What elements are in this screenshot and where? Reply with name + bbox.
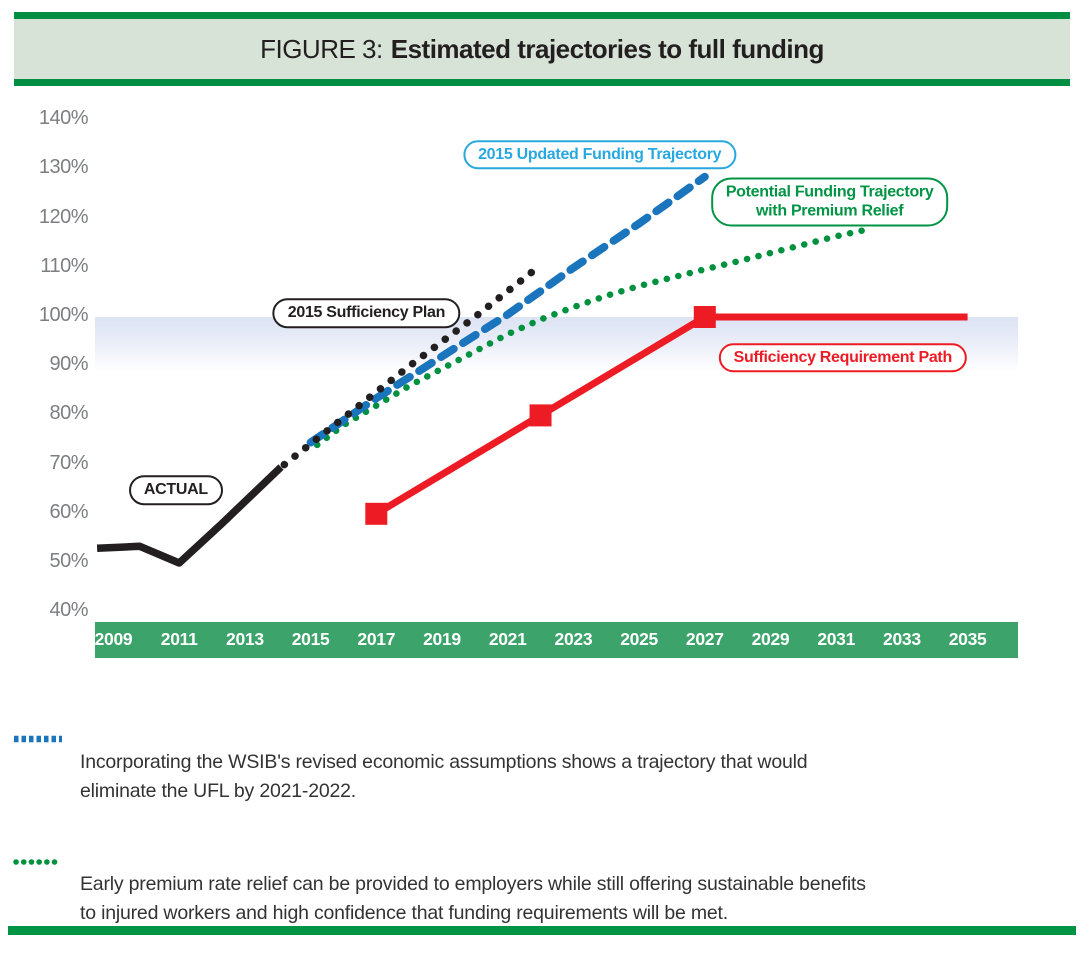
y-tick-label: 100% bbox=[38, 304, 89, 326]
x-tick-label: 2033 bbox=[883, 629, 921, 649]
y-tick-label: 80% bbox=[49, 402, 88, 425]
x-tick-label: 2027 bbox=[685, 629, 724, 649]
y-tick-label: 60% bbox=[49, 500, 88, 523]
y-tick-label: 70% bbox=[49, 451, 88, 474]
blue-dashed-line-icon bbox=[14, 735, 62, 743]
requirement-path-line bbox=[374, 313, 968, 517]
green-dotted-line-icon bbox=[13, 858, 63, 865]
legend-item-premium-relief: Early premium rate relief can be provide… bbox=[13, 851, 1013, 949]
requirement-path-marker bbox=[693, 306, 716, 328]
figure-title-bar: FIGURE 3: Estimated trajectories to full… bbox=[14, 12, 1070, 86]
x-tick-label: 2013 bbox=[226, 629, 264, 649]
annotation-label: with Premium Relief bbox=[756, 202, 904, 220]
annotation-label: 2015 Updated Funding Trajectory bbox=[478, 145, 722, 163]
legend-text-premium-relief: Early premium rate relief can be provide… bbox=[80, 873, 866, 925]
premium-relief-line bbox=[313, 225, 876, 449]
requirement-path-marker bbox=[529, 404, 552, 427]
actual-line bbox=[96, 464, 284, 567]
annotation-pill-requirement-path: Sufficiency Requirement Path bbox=[718, 343, 967, 373]
bottom-divider-rule bbox=[8, 926, 1076, 935]
annotation-label: Sufficiency Requirement Path bbox=[733, 349, 953, 367]
x-tick-label: 2011 bbox=[160, 629, 198, 649]
legend-text-updated-trajectory: Incorporating the WSIB's revised economi… bbox=[80, 750, 808, 802]
x-tick-label: 2015 bbox=[291, 629, 330, 649]
y-tick-label: 90% bbox=[49, 353, 88, 376]
funding-trajectories-chart: 140% 130% 120% 110% 100% 90% 80% 70% 60% 50% 40% 2… bbox=[0, 88, 1084, 668]
x-tick-label: 2017 bbox=[357, 629, 396, 649]
x-tick-label: 2035 bbox=[948, 629, 987, 649]
x-tick-label: 2009 bbox=[94, 629, 133, 649]
x-tick-label: 2021 bbox=[488, 629, 527, 649]
updated-trajectory-line bbox=[306, 172, 709, 447]
annotation-pill-updated-trajectory: 2015 Updated Funding Trajectory bbox=[463, 139, 737, 170]
figure-number: FIGURE 3: bbox=[260, 33, 383, 64]
x-tick-label: 2025 bbox=[620, 629, 658, 649]
y-tick-label: 140% bbox=[38, 107, 89, 130]
annotation-pill-sufficiency-plan: 2015 Sufficiency Plan bbox=[272, 298, 461, 328]
annotation-label: ACTUAL bbox=[143, 481, 208, 499]
figure-title: Estimated trajectories to full funding bbox=[390, 33, 825, 64]
chart-plot-area bbox=[96, 172, 968, 567]
x-axis-year-bar: 2009 2011 2013 2015 2017 2019 2021 2023 2025 2027… bbox=[95, 622, 1018, 658]
annotation-pill-actual: ACTUAL bbox=[128, 475, 223, 505]
annotation-label: Potential Funding Trajectory bbox=[725, 183, 934, 201]
y-tick-label: 110% bbox=[40, 254, 88, 277]
y-tick-label: 40% bbox=[49, 599, 88, 622]
y-tick-label: 120% bbox=[38, 205, 89, 228]
x-tick-label: 2019 bbox=[423, 629, 461, 649]
y-tick-label: 50% bbox=[49, 550, 88, 572]
x-tick-label: 2031 bbox=[817, 629, 856, 649]
y-tick-label: 130% bbox=[38, 156, 89, 179]
x-tick-label: 2029 bbox=[751, 629, 790, 649]
annotation-pill-premium-relief: Potential Funding Trajectory with Premium… bbox=[710, 177, 949, 227]
legend-item-updated-trajectory: Incorporating the WSIB's revised economi… bbox=[13, 728, 1013, 826]
requirement-path-marker bbox=[365, 502, 388, 525]
sufficiency-plan-line bbox=[280, 261, 545, 469]
annotation-label: 2015 Sufficiency Plan bbox=[287, 304, 446, 322]
footer-legend: Incorporating the WSIB's revised economi… bbox=[13, 728, 1013, 973]
x-tick-label: 2023 bbox=[554, 629, 593, 649]
